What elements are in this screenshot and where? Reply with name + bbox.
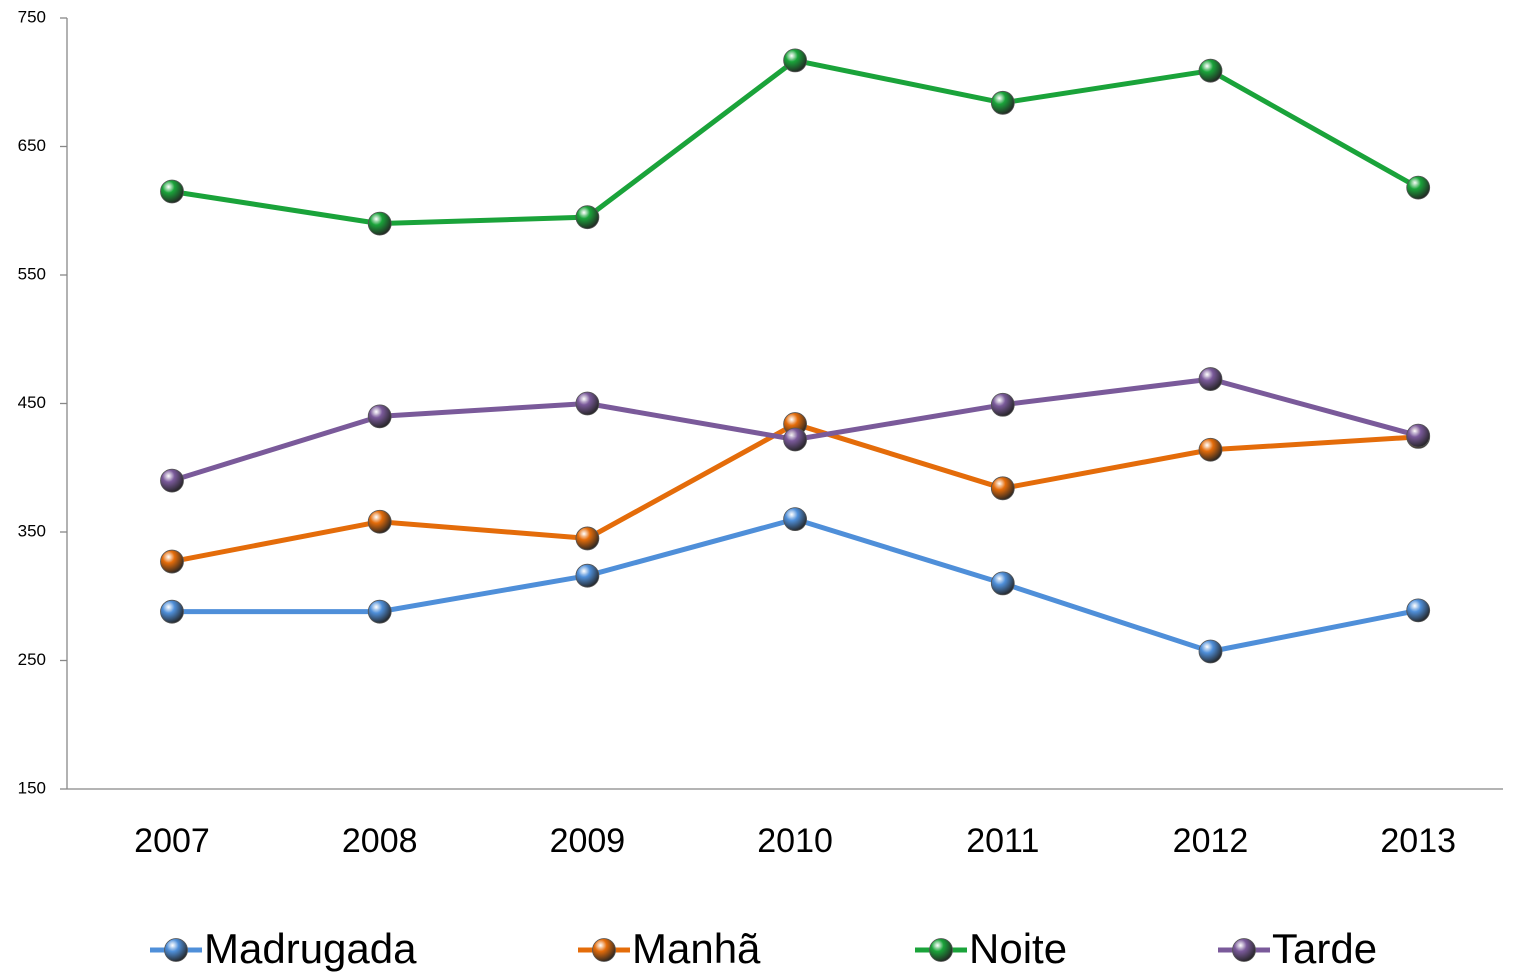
point: [575, 391, 600, 416]
point: [160, 549, 184, 574]
y-tick-label: 750: [18, 7, 46, 26]
point: [367, 211, 392, 236]
point: [160, 179, 184, 204]
point: [367, 509, 392, 534]
point: [1198, 58, 1223, 83]
point: [990, 571, 1015, 596]
x-tick-label: 2013: [1380, 822, 1456, 860]
point: [1198, 437, 1223, 462]
y-tick-label: 550: [18, 264, 46, 283]
x-tick-label: 2008: [342, 822, 418, 860]
legend-marker: [929, 938, 953, 962]
x-tick-label: 2010: [757, 822, 833, 860]
series-line: [171, 57, 1420, 227]
point: [1406, 423, 1431, 448]
x-tick-label: 2009: [550, 822, 626, 860]
legend-label: Tarde: [1272, 925, 1377, 972]
x-tick-label: 2007: [134, 822, 210, 860]
point: [160, 468, 184, 493]
point: [160, 599, 184, 624]
legend-marker: [1232, 938, 1256, 962]
point: [367, 404, 392, 429]
point: [783, 48, 807, 73]
y-tick-label: 450: [18, 393, 46, 412]
point: [575, 205, 600, 230]
y-tick-label: 150: [18, 778, 46, 797]
point: [367, 599, 392, 624]
point: [1406, 175, 1431, 200]
x-tick-label: 2012: [1173, 822, 1249, 860]
point: [575, 526, 600, 551]
y-tick-label: 350: [18, 521, 46, 540]
point: [990, 90, 1015, 115]
y-tick-label: 650: [18, 136, 46, 155]
legend-marker: [164, 938, 188, 962]
legend-label: Manhã: [632, 925, 761, 972]
point: [990, 476, 1015, 501]
point: [1406, 598, 1431, 623]
point: [990, 392, 1015, 417]
x-tick-label: 2011: [966, 822, 1039, 860]
legend-label: Madrugada: [204, 925, 417, 972]
point: [575, 563, 600, 588]
point: [1198, 639, 1223, 664]
legend-marker: [592, 938, 616, 962]
y-tick-label: 250: [18, 650, 46, 669]
point: [783, 427, 807, 452]
series-line: [172, 516, 1419, 655]
legend-label: Noite: [969, 925, 1067, 972]
point: [783, 507, 807, 532]
point: [1198, 367, 1223, 391]
